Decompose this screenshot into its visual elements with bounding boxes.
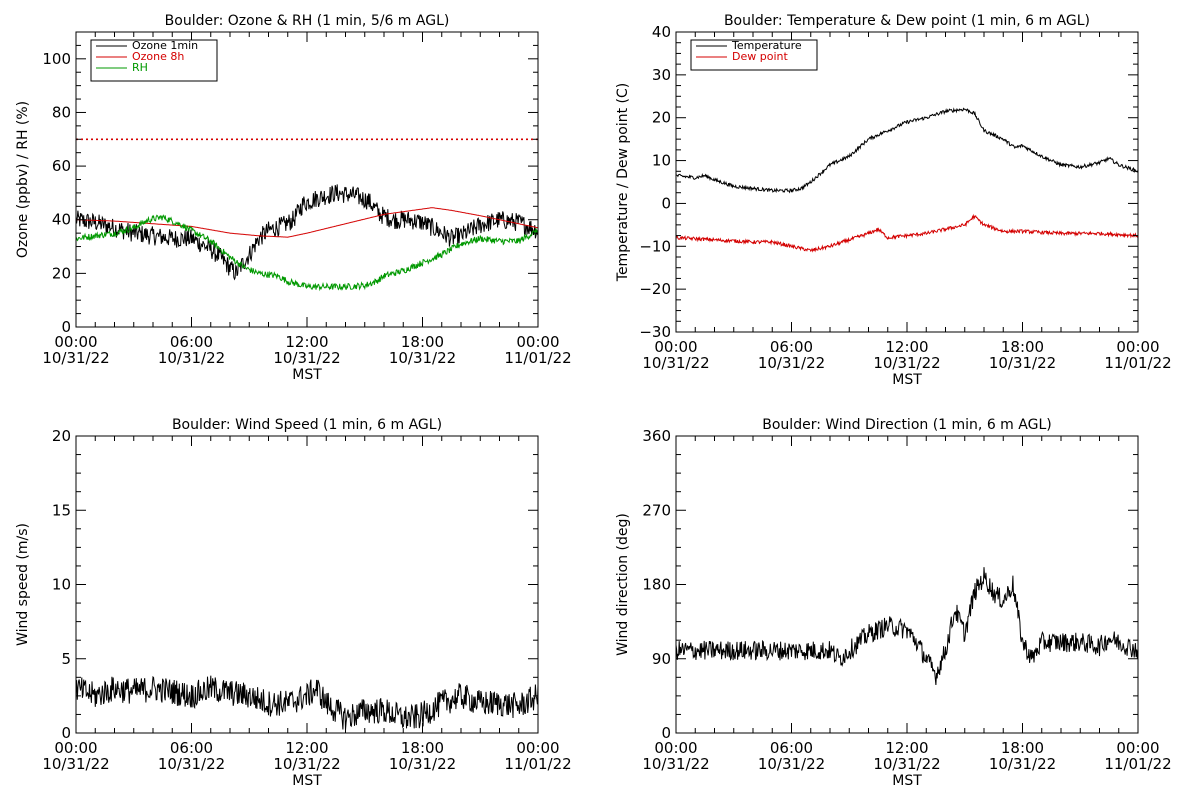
y-tick-label: 20 xyxy=(652,109,671,127)
y-axis-label: Temperature / Dew point (C) xyxy=(615,83,631,282)
x-tick-date: 10/31/22 xyxy=(873,354,940,372)
x-tick-date: 10/31/22 xyxy=(42,755,109,773)
legend-label: Dew point xyxy=(732,50,788,63)
y-tick-label: 0 xyxy=(661,724,671,742)
chart-wind_speed: Boulder: Wind Speed (1 min, 6 m AGL) 0 5 10… xyxy=(15,417,572,789)
y-tick-label: 360 xyxy=(642,427,671,445)
x-tick-time: 00:00 xyxy=(54,739,97,757)
y-tick-label: −20 xyxy=(639,280,671,298)
plot-frame xyxy=(675,31,1139,333)
y-tick-label: 5 xyxy=(61,650,71,668)
x-tick-time: 00:00 xyxy=(654,338,697,356)
x-tick-date: 10/31/22 xyxy=(989,354,1056,372)
y-tick-label: 20 xyxy=(52,264,71,282)
x-tick-date: 10/31/22 xyxy=(273,755,340,773)
x-tick-time: 00:00 xyxy=(1116,739,1159,757)
plot-frame xyxy=(675,435,1139,734)
series-line-ozone-1min xyxy=(76,184,538,281)
y-tick-label: 180 xyxy=(642,576,671,594)
x-axis-label: MST xyxy=(892,773,922,789)
x-tick-time: 00:00 xyxy=(654,739,697,757)
x-tick-time: 12:00 xyxy=(285,333,328,351)
x-tick-time: 18:00 xyxy=(401,333,444,351)
y-tick-label: 270 xyxy=(642,501,671,519)
x-tick-time: 00:00 xyxy=(1116,338,1159,356)
legend-label: Ozone 1min xyxy=(132,39,198,52)
x-tick-time: 06:00 xyxy=(170,739,213,757)
x-tick-time: 06:00 xyxy=(770,338,813,356)
series-line-temperature xyxy=(676,107,1138,194)
y-axis-label: Wind direction (deg) xyxy=(615,513,631,656)
legend-box xyxy=(690,39,818,71)
series-line-ozone-8h xyxy=(76,207,538,238)
legend-box xyxy=(90,39,218,82)
x-tick-time: 12:00 xyxy=(285,739,328,757)
series-line-dew-point xyxy=(676,213,1138,253)
y-tick-label: 80 xyxy=(52,103,71,121)
x-tick-time: 12:00 xyxy=(885,739,928,757)
y-tick-label: −30 xyxy=(639,323,671,341)
x-axis-label: MST xyxy=(292,367,322,383)
x-tick-time: 06:00 xyxy=(170,333,213,351)
chart-title: Boulder: Temperature & Dew point (1 min,… xyxy=(724,13,1090,29)
legend-label: RH xyxy=(132,61,148,74)
x-tick-time: 00:00 xyxy=(516,739,559,757)
x-tick-time: 18:00 xyxy=(401,739,444,757)
x-tick-date: 11/01/22 xyxy=(504,349,571,367)
chart-title: Boulder: Ozone & RH (1 min, 5/6 m AGL) xyxy=(165,13,450,29)
x-tick-date: 10/31/22 xyxy=(642,755,709,773)
x-tick-date: 10/31/22 xyxy=(758,755,825,773)
chart-wind_direction: Boulder: Wind Direction (1 min, 6 m AGL)… xyxy=(615,417,1172,789)
x-tick-time: 06:00 xyxy=(770,739,813,757)
x-tick-date: 10/31/22 xyxy=(389,349,456,367)
legend-label: Temperature xyxy=(731,39,802,52)
x-tick-date: 11/01/22 xyxy=(1104,755,1171,773)
x-tick-date: 10/31/22 xyxy=(158,755,225,773)
chart-temperature: Boulder: Temperature & Dew point (1 min,… xyxy=(615,13,1172,388)
chart-title: Boulder: Wind Speed (1 min, 6 m AGL) xyxy=(172,417,442,433)
chart-ozone: Boulder: Ozone & RH (1 min, 5/6 m AGL) 0 2… xyxy=(15,13,572,383)
x-tick-date: 10/31/22 xyxy=(989,755,1056,773)
chart-title: Boulder: Wind Direction (1 min, 6 m AGL) xyxy=(762,417,1051,433)
x-tick-time: 18:00 xyxy=(1001,338,1044,356)
x-tick-time: 00:00 xyxy=(54,333,97,351)
y-tick-label: 30 xyxy=(652,66,671,84)
y-tick-label: 40 xyxy=(52,211,71,229)
x-tick-date: 10/31/22 xyxy=(642,354,709,372)
x-tick-date: 10/31/22 xyxy=(389,755,456,773)
x-tick-date: 11/01/22 xyxy=(1104,354,1171,372)
y-tick-label: 0 xyxy=(61,724,71,742)
y-tick-label: 40 xyxy=(652,23,671,41)
x-tick-time: 18:00 xyxy=(1001,739,1044,757)
x-tick-date: 11/01/22 xyxy=(504,755,571,773)
x-tick-date: 10/31/22 xyxy=(273,349,340,367)
y-axis-label: Wind speed (m/s) xyxy=(15,523,31,646)
series-line-3-0 xyxy=(676,567,1138,686)
x-tick-time: 12:00 xyxy=(885,338,928,356)
y-tick-label: −10 xyxy=(639,237,671,255)
y-tick-label: 20 xyxy=(52,427,71,445)
y-tick-label: 100 xyxy=(42,50,71,68)
x-tick-time: 00:00 xyxy=(516,333,559,351)
x-tick-date: 10/31/22 xyxy=(42,349,109,367)
x-tick-date: 10/31/22 xyxy=(873,755,940,773)
y-tick-label: 15 xyxy=(52,501,71,519)
y-tick-label: 0 xyxy=(61,318,71,336)
x-axis-label: MST xyxy=(292,773,322,789)
y-tick-label: 0 xyxy=(661,194,671,212)
x-tick-date: 10/31/22 xyxy=(758,354,825,372)
series-line-2-0 xyxy=(76,675,538,731)
legend-label: Ozone 8h xyxy=(132,50,184,63)
x-axis-label: MST xyxy=(892,372,922,388)
y-tick-label: 10 xyxy=(652,152,671,170)
y-tick-label: 10 xyxy=(52,576,71,594)
series-line-rh xyxy=(76,214,538,292)
y-tick-label: 60 xyxy=(52,157,71,175)
x-tick-date: 10/31/22 xyxy=(158,349,225,367)
y-tick-label: 90 xyxy=(652,650,671,668)
y-axis-label: Ozone (ppbv) / RH (%) xyxy=(15,101,31,258)
